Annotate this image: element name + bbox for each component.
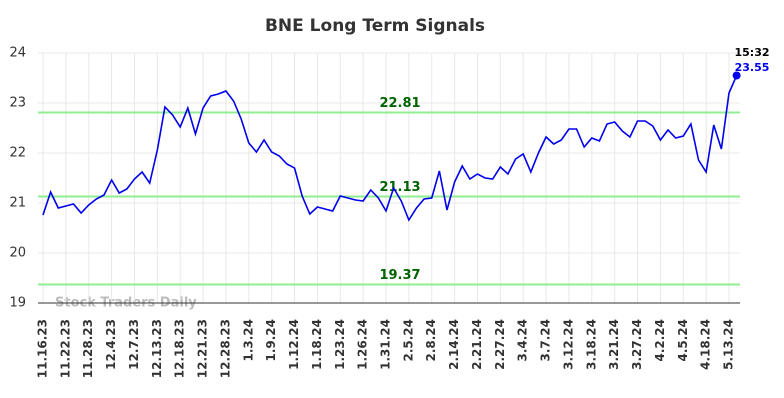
x-tick-label: 1.3.24 — [241, 319, 255, 362]
x-tick-label: 1.26.24 — [356, 319, 370, 370]
x-tick-label: 2.21.24 — [470, 319, 484, 370]
x-tick-label: 5.13.24 — [722, 319, 736, 370]
x-tick-label: 12.7.23 — [127, 319, 141, 370]
y-tick-label: 19 — [9, 296, 26, 311]
x-tick-label: 2.14.24 — [447, 319, 461, 370]
last-value-label: 23.55 — [735, 61, 770, 74]
chart-title: BNE Long Term Signals — [265, 16, 485, 36]
x-tick-label: 2.8.24 — [424, 319, 438, 362]
x-tick-label: 11.28.23 — [81, 319, 95, 378]
x-tick-label: 11.16.23 — [36, 319, 50, 378]
x-tick-label: 1.9.24 — [264, 319, 278, 362]
x-tick-label: 1.23.24 — [333, 319, 347, 370]
y-tick-label: 24 — [9, 46, 26, 61]
x-tick-label: 2.5.24 — [401, 319, 415, 362]
last-time-label: 15:32 — [734, 46, 769, 59]
x-tick-label: 3.27.24 — [630, 319, 644, 370]
x-tick-label: 1.12.24 — [287, 319, 301, 370]
x-tick-label: 12.4.23 — [104, 319, 118, 370]
x-tick-label: 3.12.24 — [561, 319, 575, 370]
x-tick-label: 3.18.24 — [584, 319, 598, 370]
x-tick-label: 3.7.24 — [539, 319, 553, 362]
signal-label: 21.13 — [379, 180, 420, 195]
x-tick-label: 4.5.24 — [676, 319, 690, 362]
x-tick-label: 3.4.24 — [516, 319, 530, 362]
x-tick-label: 12.21.23 — [196, 319, 210, 378]
signal-label: 22.81 — [379, 96, 420, 111]
x-tick-label: 11.22.23 — [58, 319, 72, 378]
y-tick-label: 23 — [9, 96, 26, 111]
x-tick-label: 1.31.24 — [379, 319, 393, 370]
y-tick-label: 21 — [9, 196, 26, 211]
x-tick-label: 2.27.24 — [493, 319, 507, 370]
x-tick-label: 12.28.23 — [218, 319, 232, 378]
x-tick-label: 3.21.24 — [607, 319, 621, 370]
y-tick-label: 20 — [9, 246, 26, 261]
y-tick-label: 22 — [9, 146, 26, 161]
price-line — [42, 75, 738, 222]
x-tick-label: 4.2.24 — [653, 319, 667, 362]
x-tick-label: 12.18.23 — [173, 319, 187, 378]
x-tick-label: 1.18.24 — [310, 319, 324, 370]
last-point — [732, 71, 741, 80]
x-tick-label: 4.18.24 — [699, 319, 713, 370]
x-tick-label: 12.13.23 — [150, 319, 164, 378]
signal-label: 19.37 — [379, 268, 420, 283]
